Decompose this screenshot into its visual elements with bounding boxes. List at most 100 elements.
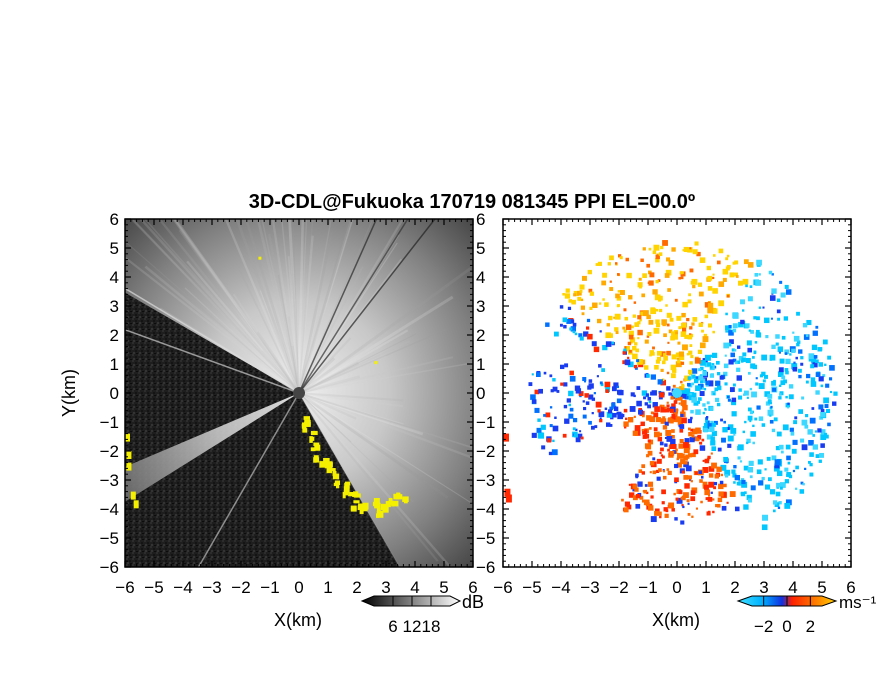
velocity-cell — [652, 289, 658, 295]
velocity-cell — [794, 416, 798, 420]
velocity-cell — [589, 291, 594, 296]
velocity-cell — [679, 428, 684, 433]
highlight-echo-cell — [126, 451, 132, 459]
velocity-cell — [654, 294, 661, 301]
velocity-cell — [627, 417, 634, 423]
velocity-cell — [615, 331, 619, 335]
highlight-echo-cell — [373, 498, 380, 505]
velocity-cell — [695, 436, 700, 442]
velocity-cell — [734, 260, 739, 265]
velocity-cell — [712, 288, 718, 294]
velocity-cell — [642, 310, 649, 317]
velocity-cell — [800, 438, 805, 443]
left-y-tick-label-right: −6 — [476, 558, 495, 577]
velocity-cell — [655, 308, 659, 312]
velocity-cell — [659, 441, 664, 446]
highlight-echo-cell — [402, 498, 408, 503]
velocity-cell — [614, 327, 619, 332]
velocity-cell — [624, 501, 630, 507]
velocity-cell — [588, 420, 592, 425]
velocity-cell — [637, 481, 643, 487]
velocity-cell — [661, 455, 665, 459]
velocity-cell — [750, 329, 754, 334]
highlight-echo-cell — [333, 482, 338, 487]
velocity-cell — [656, 476, 661, 481]
velocity-cell — [775, 491, 781, 497]
velocity-cell — [666, 257, 671, 262]
velocity-cell — [570, 326, 577, 332]
right-x-tick-label: −2 — [609, 578, 628, 597]
velocity-cell — [775, 342, 779, 346]
velocity-cell — [667, 470, 672, 476]
highlight-echo-cell — [380, 503, 387, 511]
velocity-cell — [582, 377, 587, 382]
velocity-cell — [784, 368, 789, 372]
velocity-cell — [676, 457, 680, 461]
velocity-cell — [755, 333, 760, 337]
velocity-cell — [583, 331, 589, 337]
velocity-cell — [732, 323, 738, 329]
velocity-cell — [682, 249, 685, 252]
velocity-cell — [562, 292, 565, 296]
velocity-cell — [747, 498, 752, 503]
velocity-cell — [688, 350, 693, 355]
velocity-cell — [779, 358, 785, 364]
velocity-cell — [615, 293, 620, 299]
velocity-cell — [625, 324, 632, 330]
velocity-cell — [604, 381, 611, 388]
velocity-cell — [758, 416, 764, 421]
velocity-cell — [779, 393, 782, 396]
velocity-cell — [657, 379, 663, 385]
right-x-tick-label: 4 — [788, 578, 797, 597]
velocity-cell — [733, 349, 737, 352]
velocity-cell — [632, 484, 638, 489]
velocity-cell — [622, 351, 626, 355]
velocity-cell — [562, 317, 568, 323]
velocity-cell — [654, 510, 659, 516]
velocity-cell — [670, 373, 676, 379]
velocity-cell — [725, 312, 728, 316]
velocity-cell — [713, 486, 717, 490]
velocity-cell — [740, 492, 743, 495]
velocity-cell — [564, 363, 569, 368]
velocity-cell — [730, 352, 735, 358]
velocity-cell — [681, 417, 687, 424]
velocity-cell — [635, 494, 641, 499]
velocity-cell — [578, 333, 583, 338]
velocity-cell — [755, 329, 760, 334]
velocity-cell — [634, 322, 640, 327]
velocity-cell — [635, 348, 640, 353]
velocity-cell — [809, 463, 813, 467]
velocity-cell — [624, 359, 631, 366]
velocity-cell — [638, 285, 642, 289]
velocity-cell — [784, 502, 791, 509]
left-y-tick-label: 4 — [110, 268, 119, 287]
velocity-cell — [671, 354, 677, 360]
right-x-tick-label: 0 — [672, 578, 681, 597]
velocity-cell — [707, 286, 713, 291]
velocity-cell — [657, 279, 661, 282]
velocity-cell — [812, 362, 818, 368]
velocity-cell — [647, 404, 651, 409]
velocity-cell — [690, 496, 696, 502]
velocity-cell — [731, 348, 735, 352]
velocity-cell — [784, 352, 788, 355]
velocity-cell — [818, 404, 824, 410]
velocity-cell — [568, 403, 572, 407]
velocity-cell — [737, 280, 743, 286]
velocity-cell — [772, 500, 778, 505]
radial-streak — [244, 219, 301, 394]
right-x-tick-label: 6 — [846, 578, 855, 597]
velocity-cell — [675, 416, 682, 423]
velocity-cell — [772, 509, 776, 513]
left-y-tick-label: −4 — [100, 500, 119, 519]
velocity-cell — [559, 323, 563, 327]
highlight-echo-cell — [395, 494, 403, 500]
velocity-cell — [646, 314, 651, 320]
bright-sector-southwest — [125, 393, 299, 502]
radial-streak — [238, 269, 300, 394]
left-y-tick-label-right: 3 — [476, 297, 485, 316]
velocity-cell — [796, 311, 800, 316]
velocity-cell — [706, 401, 710, 405]
velocity-cell — [687, 475, 692, 480]
